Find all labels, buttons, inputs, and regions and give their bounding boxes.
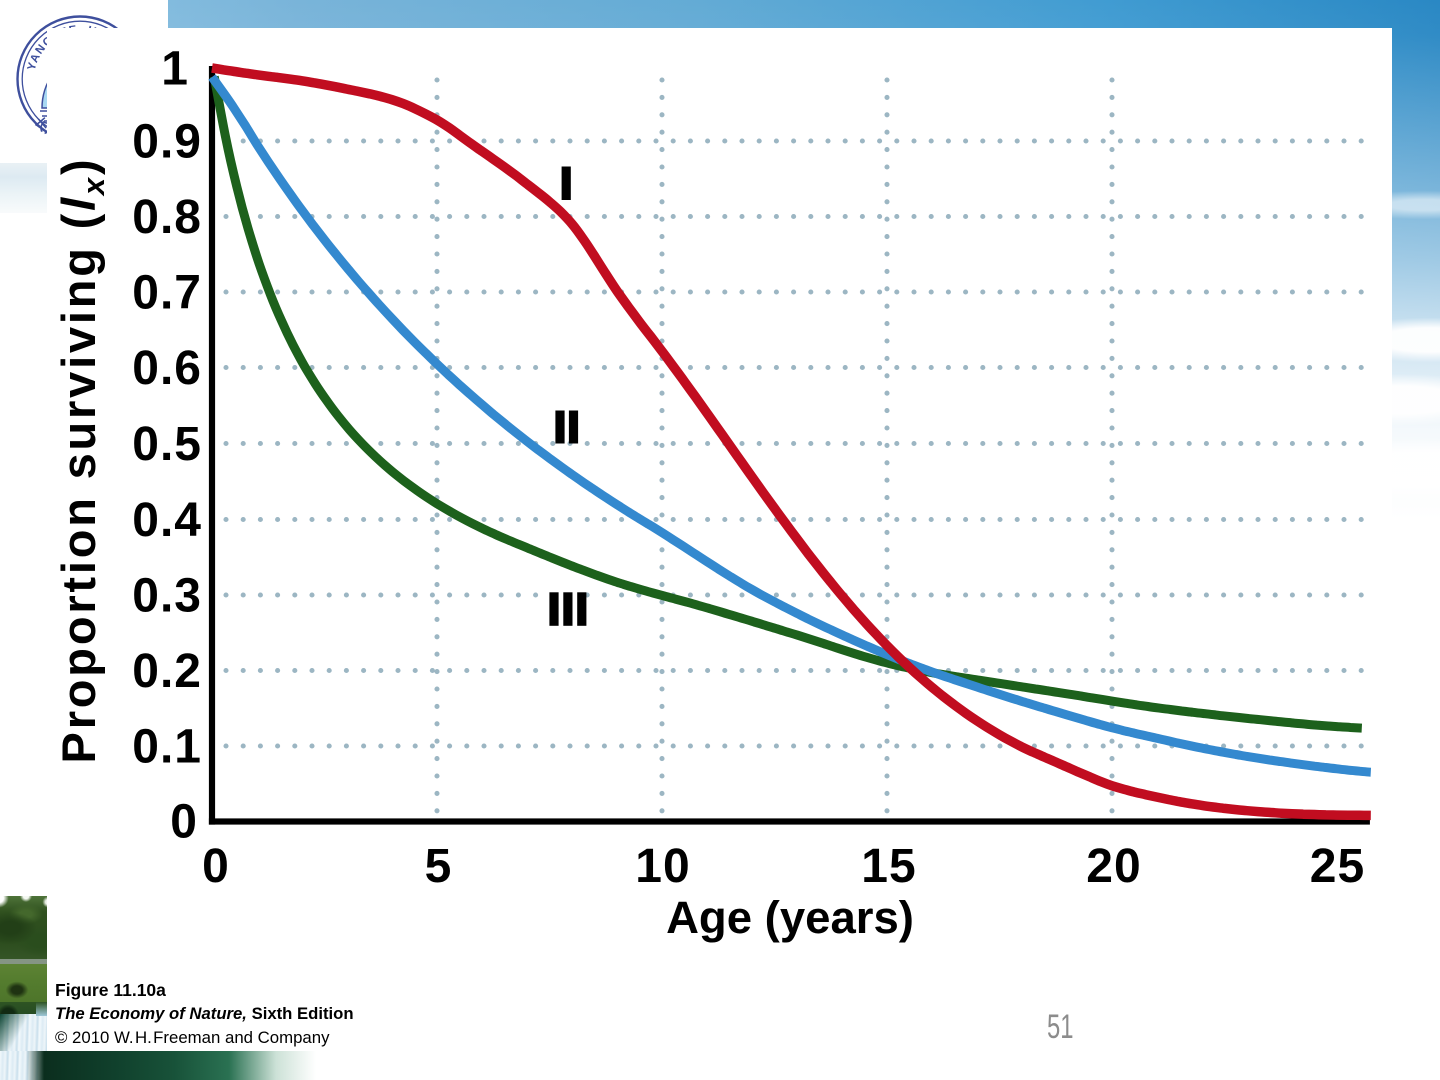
svg-text:0.6: 0.6 <box>132 342 202 395</box>
svg-text:0.4: 0.4 <box>132 494 202 547</box>
svg-text:0.3: 0.3 <box>132 570 202 623</box>
svg-text:15: 15 <box>861 840 916 893</box>
svg-text:0.1: 0.1 <box>132 721 202 774</box>
svg-text:0.7: 0.7 <box>132 267 202 320</box>
svg-text:0.8: 0.8 <box>132 191 202 244</box>
svg-text:Age (years): Age (years) <box>666 892 914 943</box>
svg-text:25: 25 <box>1310 840 1365 893</box>
svg-text:10: 10 <box>635 840 690 893</box>
svg-text:0.9: 0.9 <box>132 116 202 169</box>
svg-text:0: 0 <box>202 840 230 893</box>
svg-text:20: 20 <box>1086 840 1141 893</box>
svg-text:0: 0 <box>170 796 198 849</box>
svg-text:Proportion surviving (lx): Proportion surviving (lx) <box>52 157 111 764</box>
svg-text:0.2: 0.2 <box>132 645 202 698</box>
svg-text:1: 1 <box>161 43 189 96</box>
svg-text:5: 5 <box>425 840 453 893</box>
svg-text:0.5: 0.5 <box>132 418 202 471</box>
